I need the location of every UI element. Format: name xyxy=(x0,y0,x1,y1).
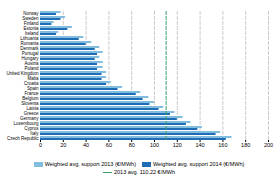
svg-text:Ireland: Ireland xyxy=(24,30,39,36)
svg-text:140: 140 xyxy=(196,142,205,148)
svg-text:Lithuania: Lithuania xyxy=(20,35,39,41)
svg-text:20: 20 xyxy=(60,142,66,148)
svg-text:Belgium: Belgium xyxy=(22,95,39,101)
svg-text:Denmark: Denmark xyxy=(20,45,39,51)
svg-text:180: 180 xyxy=(241,142,250,148)
svg-text:Estonia: Estonia xyxy=(23,25,39,31)
svg-text:Finland: Finland xyxy=(23,20,39,26)
svg-text:0: 0 xyxy=(39,142,42,148)
svg-text:Norway: Norway xyxy=(23,10,39,16)
svg-text:France: France xyxy=(24,90,39,96)
svg-text:200: 200 xyxy=(264,142,273,148)
svg-text:Hungary: Hungary xyxy=(21,55,39,61)
svg-text:40: 40 xyxy=(83,142,89,148)
svg-text:80: 80 xyxy=(129,142,135,148)
svg-text:Croatia: Croatia xyxy=(24,80,39,86)
svg-text:100: 100 xyxy=(150,142,159,148)
svg-text:United Kingdom: United Kingdom xyxy=(6,70,39,76)
svg-text:Greece: Greece xyxy=(23,110,39,116)
svg-text:Luxembourg: Luxembourg xyxy=(13,120,39,126)
html-text:Weighted avg. support 2014 (€/: Weighted avg. support 2014 (€/MWh) xyxy=(153,161,245,167)
svg-text:Poland: Poland xyxy=(24,65,39,71)
svg-text:Latvia: Latvia xyxy=(26,105,39,111)
html-text:Weighted avg. support 2013 (€/: Weighted avg. support 2013 (€/MWh) xyxy=(44,161,136,167)
svg-text:160: 160 xyxy=(218,142,227,148)
svg-text:60: 60 xyxy=(106,142,112,148)
svg-text:120: 120 xyxy=(173,142,182,148)
svg-text:Italy: Italy xyxy=(30,130,39,136)
svg-text:Sweden: Sweden xyxy=(22,15,39,21)
svg-text:Cyprus: Cyprus xyxy=(24,125,39,131)
svg-text:Malta: Malta xyxy=(27,75,39,81)
svg-text:Germany: Germany xyxy=(20,115,39,121)
svg-text:Romania: Romania xyxy=(20,40,39,46)
html-text:2013 avg. 110.22 €/MWh: 2013 avg. 110.22 €/MWh xyxy=(114,169,175,175)
svg-text:Austria: Austria xyxy=(24,60,39,66)
svg-text:Portugal: Portugal xyxy=(21,50,39,56)
svg-text:Slovenia: Slovenia xyxy=(21,100,39,106)
svg-text:Czech Republic: Czech Republic xyxy=(7,136,39,141)
svg-text:Spain: Spain xyxy=(27,85,39,91)
